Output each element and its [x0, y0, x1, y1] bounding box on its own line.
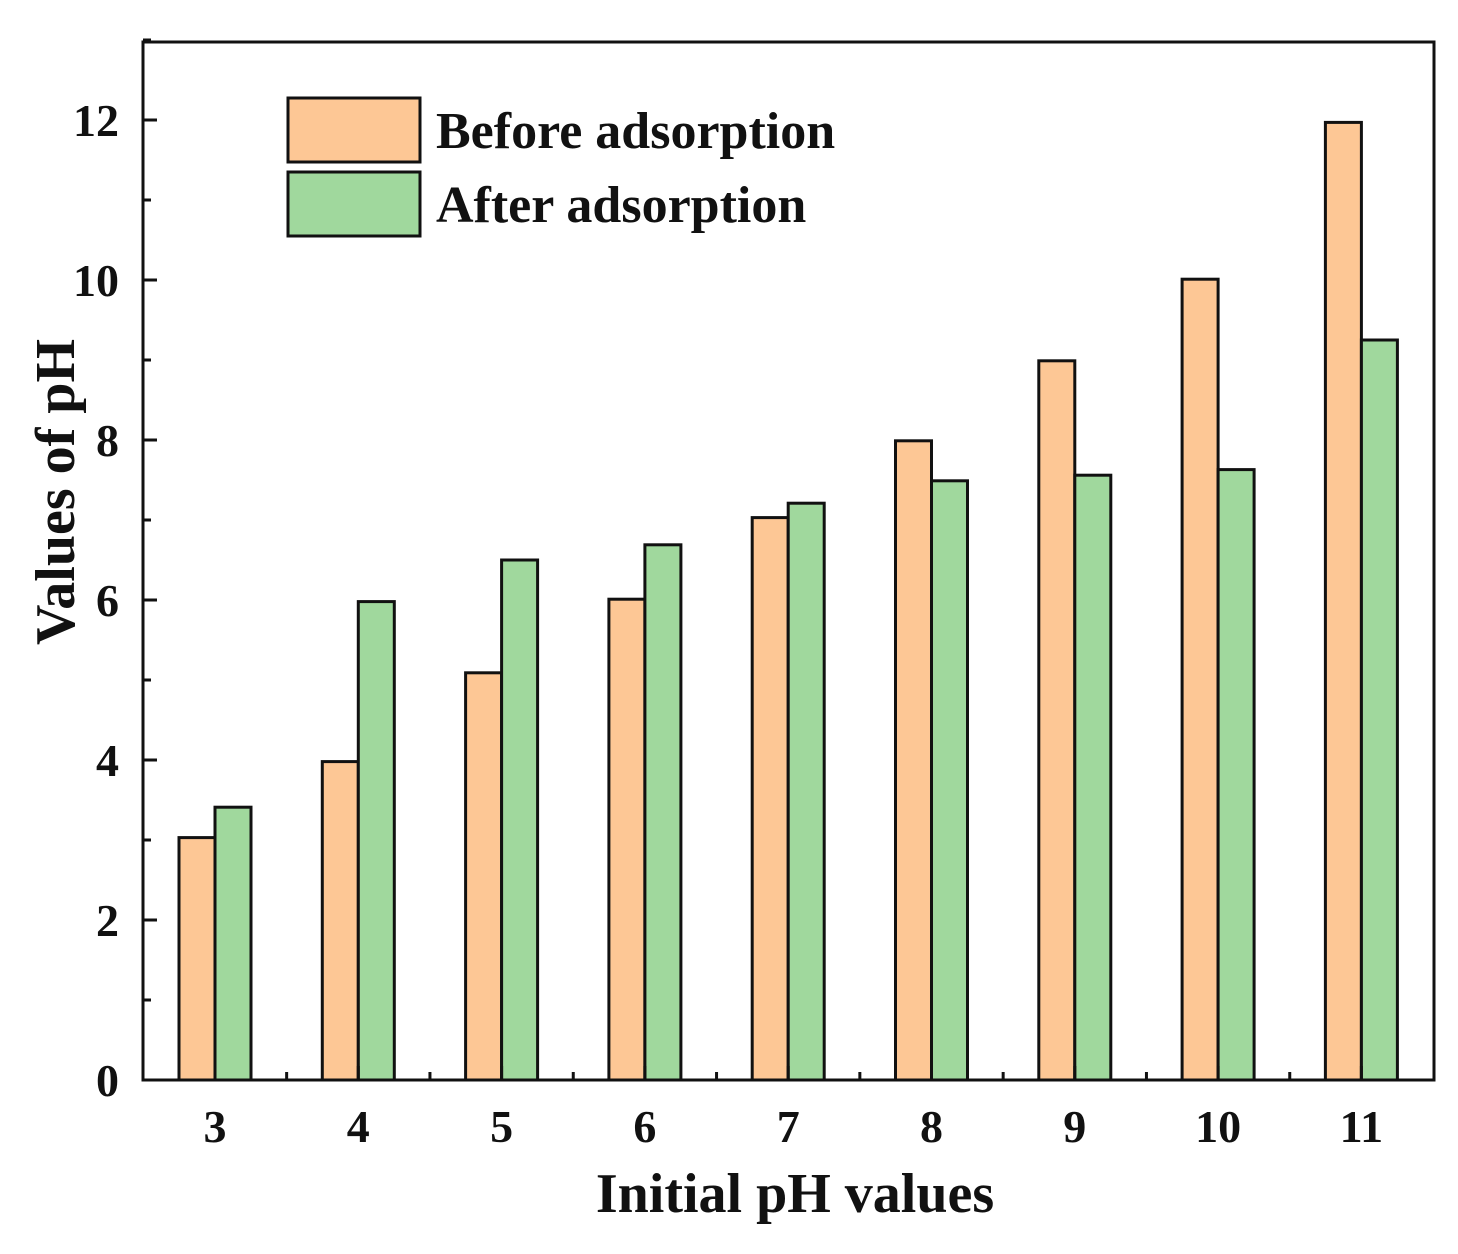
bar-after-7 — [786, 501, 826, 1082]
x-tick-label-11: 11 — [1340, 1101, 1383, 1152]
bar-after-10 — [1216, 468, 1256, 1082]
y-tick-label-10: 10 — [73, 255, 119, 306]
bar-after-6 — [643, 543, 683, 1082]
bars-layer — [177, 120, 1399, 1082]
bar-after-9 — [1073, 473, 1113, 1082]
x-tick-label-8: 8 — [920, 1101, 943, 1152]
x-tick-label-9: 9 — [1063, 1101, 1086, 1152]
x-axis-title: Initial pH values — [596, 1163, 994, 1225]
bar-before-8 — [894, 439, 933, 1082]
bar-before-9 — [1037, 359, 1077, 1082]
bar-before-11 — [1323, 120, 1363, 1082]
bar-after-5 — [500, 558, 540, 1082]
bar-before-5 — [464, 671, 504, 1082]
bar-before-10 — [1180, 277, 1220, 1082]
bar-after-3 — [213, 805, 253, 1082]
x-tick-label-5: 5 — [490, 1101, 513, 1152]
x-tick-label-7: 7 — [777, 1101, 800, 1152]
bar-after-11 — [1359, 338, 1399, 1082]
legend-label-after: After adsorption — [436, 177, 806, 234]
y-tick-label-0: 0 — [96, 1055, 119, 1106]
x-tick-label-4: 4 — [347, 1101, 370, 1152]
bar-before-7 — [750, 516, 790, 1082]
legend: Before adsorption After adsorption — [286, 96, 835, 238]
bar-before-3 — [177, 836, 217, 1082]
x-tick-label-6: 6 — [633, 1101, 656, 1152]
y-axis-title: Values of pH — [25, 339, 87, 645]
bar-after-8 — [930, 479, 969, 1082]
y-tick-label-12: 12 — [73, 95, 119, 146]
bar-before-6 — [607, 597, 647, 1082]
axes-layer: 0 2 4 6 8 10 12 3 4 5 6 7 8 9 10 11 — [73, 38, 1436, 1152]
y-tick-label-2: 2 — [96, 895, 119, 946]
bar-before-4 — [320, 760, 360, 1082]
x-tick-label-3: 3 — [204, 1101, 227, 1152]
legend-label-before: Before adsorption — [436, 103, 835, 160]
legend-swatch-after — [286, 170, 422, 238]
y-tick-label-8: 8 — [96, 415, 119, 466]
legend-swatch-before — [286, 96, 422, 164]
y-tick-label-6: 6 — [96, 575, 119, 626]
x-tick-label-10: 10 — [1195, 1101, 1241, 1152]
y-tick-label-4: 4 — [96, 735, 119, 786]
bar-after-4 — [356, 600, 396, 1082]
